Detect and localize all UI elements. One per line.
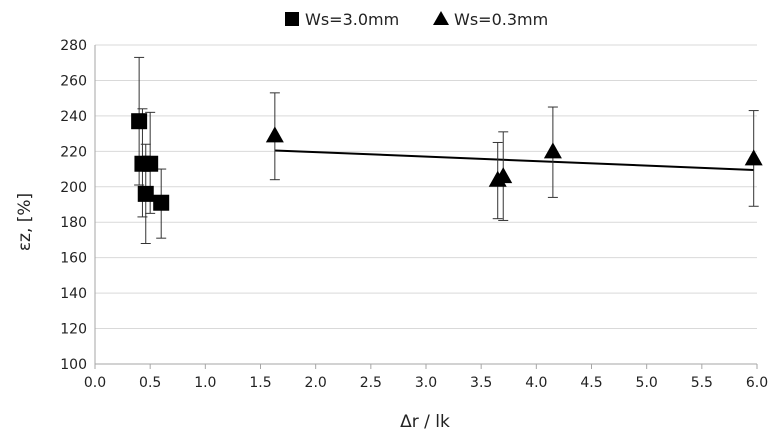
- x-tick-label: 0.0: [84, 375, 106, 391]
- legend-square-icon: [285, 12, 299, 26]
- y-tick-label: 220: [60, 144, 87, 160]
- x-tick-label: 3.5: [470, 375, 492, 391]
- triangle-marker: [265, 126, 284, 143]
- y-tick-label: 160: [60, 251, 87, 267]
- x-tick-label: 4.0: [525, 375, 547, 391]
- grid-lines: [95, 44, 757, 365]
- y-tick-label: 140: [60, 286, 87, 302]
- data-markers: [131, 113, 763, 211]
- x-tick-label: 0.5: [139, 375, 161, 391]
- legend-label: Ws=3.0mm: [305, 10, 399, 29]
- trendline-group: [274, 149, 754, 171]
- y-tick-label: 240: [60, 109, 87, 125]
- x-tick-labels: 0.0 0.5 1.0 1.5 2.0 2.5 3.0 3.5 4.0 4.5 5.0 5.5 6.0: [84, 375, 768, 391]
- x-tick-label: 1.0: [194, 375, 216, 391]
- x-tick-label: 6.0: [746, 375, 768, 391]
- x-tick-label: 2.5: [360, 375, 382, 391]
- triangle-marker: [744, 149, 763, 166]
- error-bars: [134, 56, 759, 244]
- y-tick-label: 280: [60, 38, 87, 54]
- square-marker: [137, 185, 154, 202]
- x-axis-label: Δr / lk: [400, 412, 450, 432]
- y-tick-label: 180: [60, 215, 87, 231]
- x-tick-label: 3.0: [415, 375, 437, 391]
- square-marker: [153, 194, 170, 211]
- y-tick-label: 120: [60, 322, 87, 338]
- x-tick-label: 5.5: [691, 375, 713, 391]
- x-tick-label: 1.5: [249, 375, 271, 391]
- x-tick-label: 4.5: [580, 375, 602, 391]
- y-tick-label: 100: [60, 357, 87, 373]
- x-tick-label: 2.0: [305, 375, 327, 391]
- y-tick-label: 260: [60, 73, 87, 89]
- triangle-marker: [543, 142, 562, 159]
- y-axis-label: εz, [%]: [15, 193, 35, 251]
- legend: Ws=3.0mm Ws=0.3mm: [285, 10, 548, 29]
- y-tick-labels: 100 120 140 160 180 200 220 240 260 280: [60, 38, 87, 373]
- square-marker: [131, 113, 148, 130]
- y-tick-label: 200: [60, 180, 87, 196]
- triangle-marker: [494, 167, 513, 184]
- square-marker: [142, 155, 159, 172]
- axes: [94, 45, 758, 369]
- x-tick-label: 5.0: [636, 375, 658, 391]
- legend-triangle-icon: [433, 11, 449, 25]
- trendline: [274, 149, 754, 171]
- legend-label: Ws=0.3mm: [454, 10, 548, 29]
